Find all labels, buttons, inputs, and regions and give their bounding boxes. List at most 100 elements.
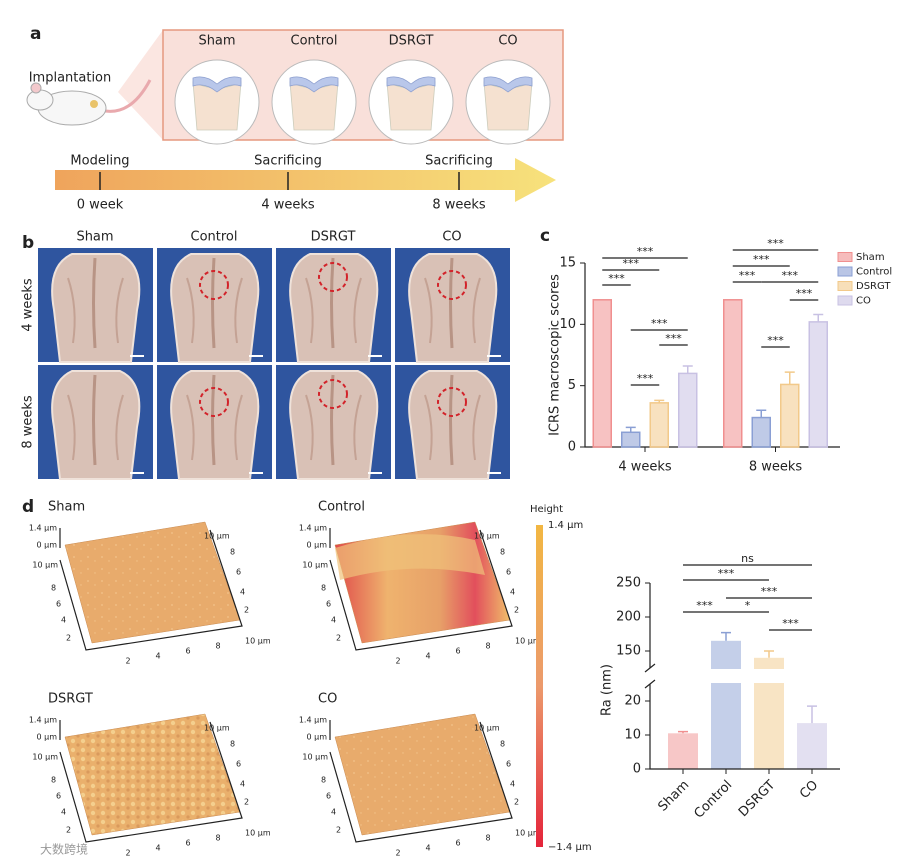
- defect-circle: [318, 379, 348, 409]
- defect-circle: [199, 387, 229, 417]
- bar: [592, 299, 612, 448]
- afm-tick: 6: [236, 568, 241, 577]
- afm-axis-max: 10 µm: [32, 753, 58, 762]
- bar: [797, 723, 827, 769]
- column-label: Control: [191, 230, 238, 245]
- row-label: 8 weeks: [21, 395, 36, 449]
- afm-tick: 6: [326, 792, 331, 801]
- legend-label: DSRGT: [856, 281, 891, 292]
- group-label: CO: [498, 34, 517, 49]
- afm-axis-max: 10 µm: [474, 724, 500, 733]
- significance-label: ***: [665, 332, 682, 345]
- timeline-event: Modeling: [70, 154, 129, 169]
- y-tick-label: 5: [568, 378, 576, 393]
- significance-label: ***: [651, 317, 668, 330]
- panel-label: d: [22, 497, 34, 517]
- afm-tick: 4: [61, 808, 66, 817]
- x-tick-label: CO: [797, 778, 821, 802]
- timeline-time: 8 weeks: [432, 198, 486, 213]
- afm-z-tick: 0 µm: [36, 541, 57, 550]
- timeline-event: Sacrificing: [425, 154, 493, 169]
- afm-tick: 8: [215, 834, 220, 843]
- row-label: 4 weeks: [21, 278, 36, 332]
- column-label: DSRGT: [311, 230, 356, 245]
- significance-label: ***: [739, 269, 756, 282]
- afm-tick: 2: [244, 798, 249, 807]
- legend-label: CO: [856, 296, 871, 307]
- afm-tick: 8: [500, 548, 505, 557]
- photo-grid: Sham Control DSRGT CO 4 weeks 8 weeks: [21, 230, 512, 481]
- y-tick-label: 10: [624, 728, 641, 743]
- significance-label: ***: [637, 372, 654, 385]
- error-bar: [813, 313, 824, 322]
- legend-swatch: [837, 266, 853, 277]
- colorbar: [536, 525, 543, 847]
- afm-z-tick: 1.4 µm: [299, 524, 327, 533]
- photo: [36, 363, 155, 481]
- tooth-icon: [483, 76, 533, 131]
- significance-label: ***: [696, 599, 713, 612]
- afm-title: Sham: [48, 500, 85, 515]
- bar: [711, 640, 741, 769]
- legend-swatch: [837, 281, 853, 291]
- bar: [780, 383, 800, 448]
- afm-tick: 8: [230, 548, 235, 557]
- significance-label: ***: [753, 253, 770, 266]
- afm-tick: 6: [455, 647, 460, 656]
- defect-circle: [437, 387, 467, 417]
- afm-axis-max: 10 µm: [474, 532, 500, 541]
- afm-axes: [329, 528, 513, 651]
- timeline-arrow: [55, 158, 556, 202]
- y-tick-label: 200: [616, 610, 641, 625]
- y-tick-label: 10: [559, 317, 576, 332]
- column-label: Sham: [76, 230, 113, 245]
- afm-tick: 4: [155, 844, 160, 853]
- x-tick-label: DSRGT: [736, 778, 778, 820]
- error-bar: [678, 730, 688, 734]
- error-bar: [682, 365, 693, 374]
- afm-axis-max: 10 µm: [302, 561, 328, 570]
- bar: [751, 416, 771, 448]
- defect-circle: [437, 270, 467, 300]
- afm-axes: [329, 720, 513, 843]
- photo: [155, 363, 274, 481]
- afm-tick: 4: [155, 652, 160, 661]
- y-tick-label: 20: [624, 694, 641, 709]
- significance-label: ***: [796, 287, 813, 300]
- error-bar: [654, 399, 665, 403]
- afm-tick: 6: [56, 792, 61, 801]
- afm-tick: 6: [506, 760, 511, 769]
- afm-axis-max: 10 µm: [515, 829, 541, 838]
- timeline-time: 0 week: [77, 198, 124, 213]
- afm-tick: 4: [331, 808, 336, 817]
- y-axis-label: Ra (nm): [600, 664, 615, 716]
- afm-tick: 6: [236, 760, 241, 769]
- afm-axis-max: 10 µm: [204, 724, 230, 733]
- significance-label: ***: [623, 257, 640, 270]
- x-tick-label: Control: [691, 778, 735, 822]
- afm-tick: 6: [56, 600, 61, 609]
- axis-break-mark: [644, 663, 656, 689]
- afm-tick: 8: [485, 834, 490, 843]
- afm-tick: 2: [66, 826, 71, 835]
- colorbar-title: Height: [530, 504, 563, 515]
- y-tick-label: 0: [633, 762, 641, 777]
- significance-label: ***: [782, 269, 799, 282]
- afm-axis-max: 10 µm: [32, 561, 58, 570]
- bar: [678, 372, 698, 448]
- afm-tick: 4: [510, 588, 515, 597]
- bar: [808, 321, 828, 448]
- photo: [155, 246, 274, 364]
- afm-ridge: [335, 534, 485, 580]
- afm-axes: [59, 528, 243, 651]
- timeline: Modeling 0 week Sacrificing 4 weeks Sacrific…: [70, 154, 492, 213]
- photo: [274, 246, 393, 364]
- significance-label: ***: [637, 245, 654, 258]
- significance-label: ns: [741, 552, 754, 565]
- colorbar-min: −1.4 µm: [548, 842, 592, 853]
- afm-tick: 4: [240, 780, 245, 789]
- panel-label: c: [540, 226, 550, 246]
- afm-tick: 2: [244, 606, 249, 615]
